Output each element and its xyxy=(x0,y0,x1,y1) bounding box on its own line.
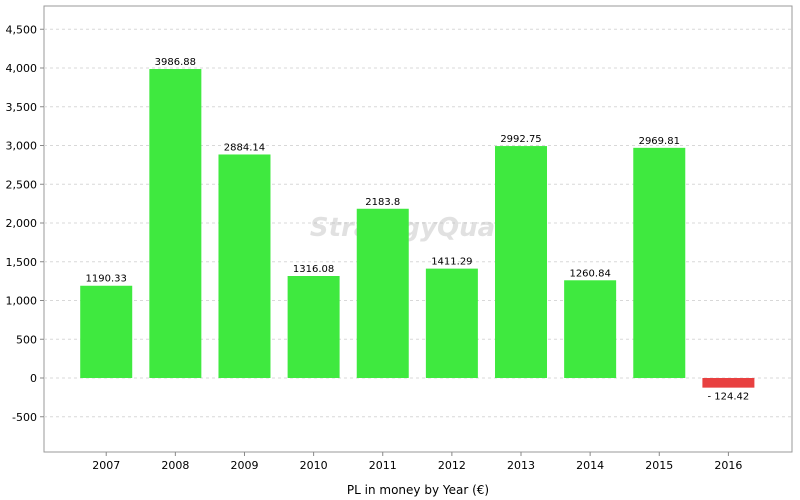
data-label-2008: 3986.88 xyxy=(155,57,196,68)
y-axis-ticks: -500 0 500 1,000 1,500 2,000 2,500 3,000 3,500 4,… xyxy=(6,23,44,424)
x-axis-title: PL in money by Year (€) xyxy=(347,483,489,497)
bar-2007 xyxy=(80,285,133,378)
y-tick-label: 4,500 xyxy=(6,23,38,36)
watermark-text: StrategyQuant xyxy=(310,213,528,243)
y-tick-label: 3,500 xyxy=(6,101,38,114)
x-tick-label: 2016 xyxy=(714,459,742,472)
y-tick-label: 2,000 xyxy=(6,217,38,230)
bar-2015 xyxy=(633,147,686,378)
y-tick-label: 500 xyxy=(16,333,37,346)
x-tick-label: 2015 xyxy=(645,459,673,472)
data-label-2007: 1190.33 xyxy=(86,274,127,285)
data-label-2011: 2183.8 xyxy=(365,197,400,208)
bar-2014 xyxy=(564,280,617,378)
bars xyxy=(80,69,755,388)
x-tick-label: 2012 xyxy=(438,459,466,472)
bar-2008 xyxy=(149,69,202,379)
x-tick-label: 2009 xyxy=(230,459,258,472)
bar-2012 xyxy=(425,268,478,378)
data-label-2009: 2884.14 xyxy=(224,142,265,153)
data-label-2013: 2992.75 xyxy=(500,134,541,145)
x-tick-label: 2011 xyxy=(369,459,397,472)
data-labels: 1190.33 3986.88 2884.14 1316.08 2183.8 1411.2… xyxy=(86,57,750,403)
y-tick-label: -500 xyxy=(12,411,37,424)
y-tick-label: 2,500 xyxy=(6,178,38,191)
data-label-2014: 1260.84 xyxy=(569,268,610,279)
x-tick-label: 2013 xyxy=(507,459,535,472)
bar-2013 xyxy=(495,146,548,378)
x-tick-label: 2008 xyxy=(161,459,189,472)
bar-2010 xyxy=(287,276,340,378)
y-tick-label: 4,000 xyxy=(6,62,38,75)
y-tick-label: 1,500 xyxy=(6,256,38,269)
y-tick-label: 0 xyxy=(30,372,37,385)
data-label-2016: - 124.42 xyxy=(708,392,750,403)
data-label-2012: 1411.29 xyxy=(431,257,472,268)
y-tick-label: 1,000 xyxy=(6,295,38,308)
bar-2011 xyxy=(356,208,409,378)
bar-2016 xyxy=(702,378,755,388)
data-label-2010: 1316.08 xyxy=(293,264,334,275)
y-tick-label: 3,000 xyxy=(6,140,38,153)
data-label-2015: 2969.81 xyxy=(639,136,680,147)
x-axis-ticks: 2007 2008 2009 2010 2011 2012 2013 2014 2015 2016 xyxy=(92,452,742,472)
bar-2009 xyxy=(218,154,271,378)
grid-lines xyxy=(44,28,792,418)
x-tick-label: 2010 xyxy=(300,459,328,472)
x-tick-label: 2007 xyxy=(92,459,120,472)
x-tick-label: 2014 xyxy=(576,459,604,472)
